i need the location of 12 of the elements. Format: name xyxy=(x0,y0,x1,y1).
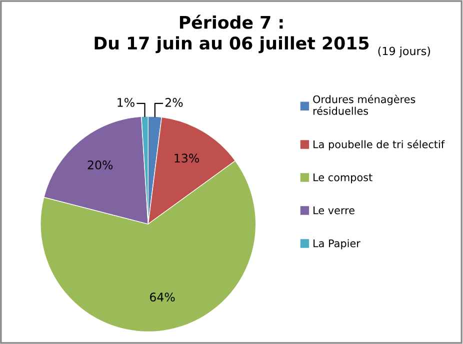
data-label: 1% xyxy=(118,98,134,107)
data-label: 13% xyxy=(174,154,199,163)
legend-label: Le compost xyxy=(314,174,372,184)
chart-title: Période 7 : Du 17 juin au 06 juillet 2015 xyxy=(94,14,369,54)
chart-subtitle: (19 jours) xyxy=(378,46,430,58)
legend-label: Ordures ménagères résiduelles xyxy=(313,94,416,115)
data-label: 20% xyxy=(88,160,113,170)
legend-label: Le verre xyxy=(314,206,354,214)
legend-label: La poubelle de tri sélectif xyxy=(314,140,445,150)
legend-label: La Papier xyxy=(314,239,360,250)
data-label: 2% xyxy=(165,98,183,107)
data-label: 64% xyxy=(150,292,175,302)
